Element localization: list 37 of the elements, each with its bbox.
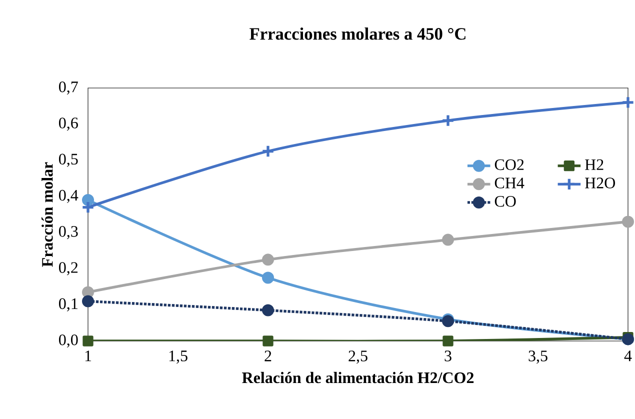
y-tick-label: 0,0 [59, 334, 78, 348]
point [262, 304, 274, 316]
legend-label: H2 [585, 159, 604, 170]
y-tick-label: 0,4 [59, 190, 78, 203]
x-tick-label: 1 [85, 350, 92, 362]
y-tick-label: 0,6 [59, 118, 78, 131]
x-tick-label: 2,5 [348, 350, 368, 364]
point [622, 216, 634, 228]
point [262, 254, 274, 266]
legend-label: CO [494, 196, 516, 207]
y-tick-label: 0,7 [59, 81, 78, 95]
x-tick-label: 3 [444, 350, 452, 362]
x-tick-label: 1,5 [169, 350, 188, 364]
x-tick-label: 4 [624, 350, 632, 362]
x-axis-title: Relación de alimentación H2/CO2 [242, 372, 474, 384]
legend-label: H2O [585, 178, 616, 188]
y-axis-title: Fracción molar [42, 162, 53, 267]
y-tick-label: 0,3 [59, 226, 78, 240]
y-tick-label: 0,1 [59, 298, 78, 312]
point [621, 96, 635, 110]
point [262, 336, 274, 346]
point [82, 295, 94, 308]
legend-label: CH4 [494, 178, 524, 188]
y-tick-label: 0,5 [59, 154, 78, 167]
legend-label: CO2 [494, 159, 524, 170]
point [81, 200, 95, 214]
point [261, 144, 275, 158]
x-tick-label: 2 [264, 350, 272, 362]
point [262, 272, 274, 284]
point [442, 234, 454, 246]
point [82, 286, 94, 298]
point [82, 336, 94, 346]
chart-title: Frracciones molares a 450 °C [250, 28, 466, 40]
x-tick-label: 3,5 [528, 350, 548, 364]
point [441, 114, 455, 128]
y-tick-label: 0,2 [59, 262, 78, 276]
point [442, 336, 454, 346]
